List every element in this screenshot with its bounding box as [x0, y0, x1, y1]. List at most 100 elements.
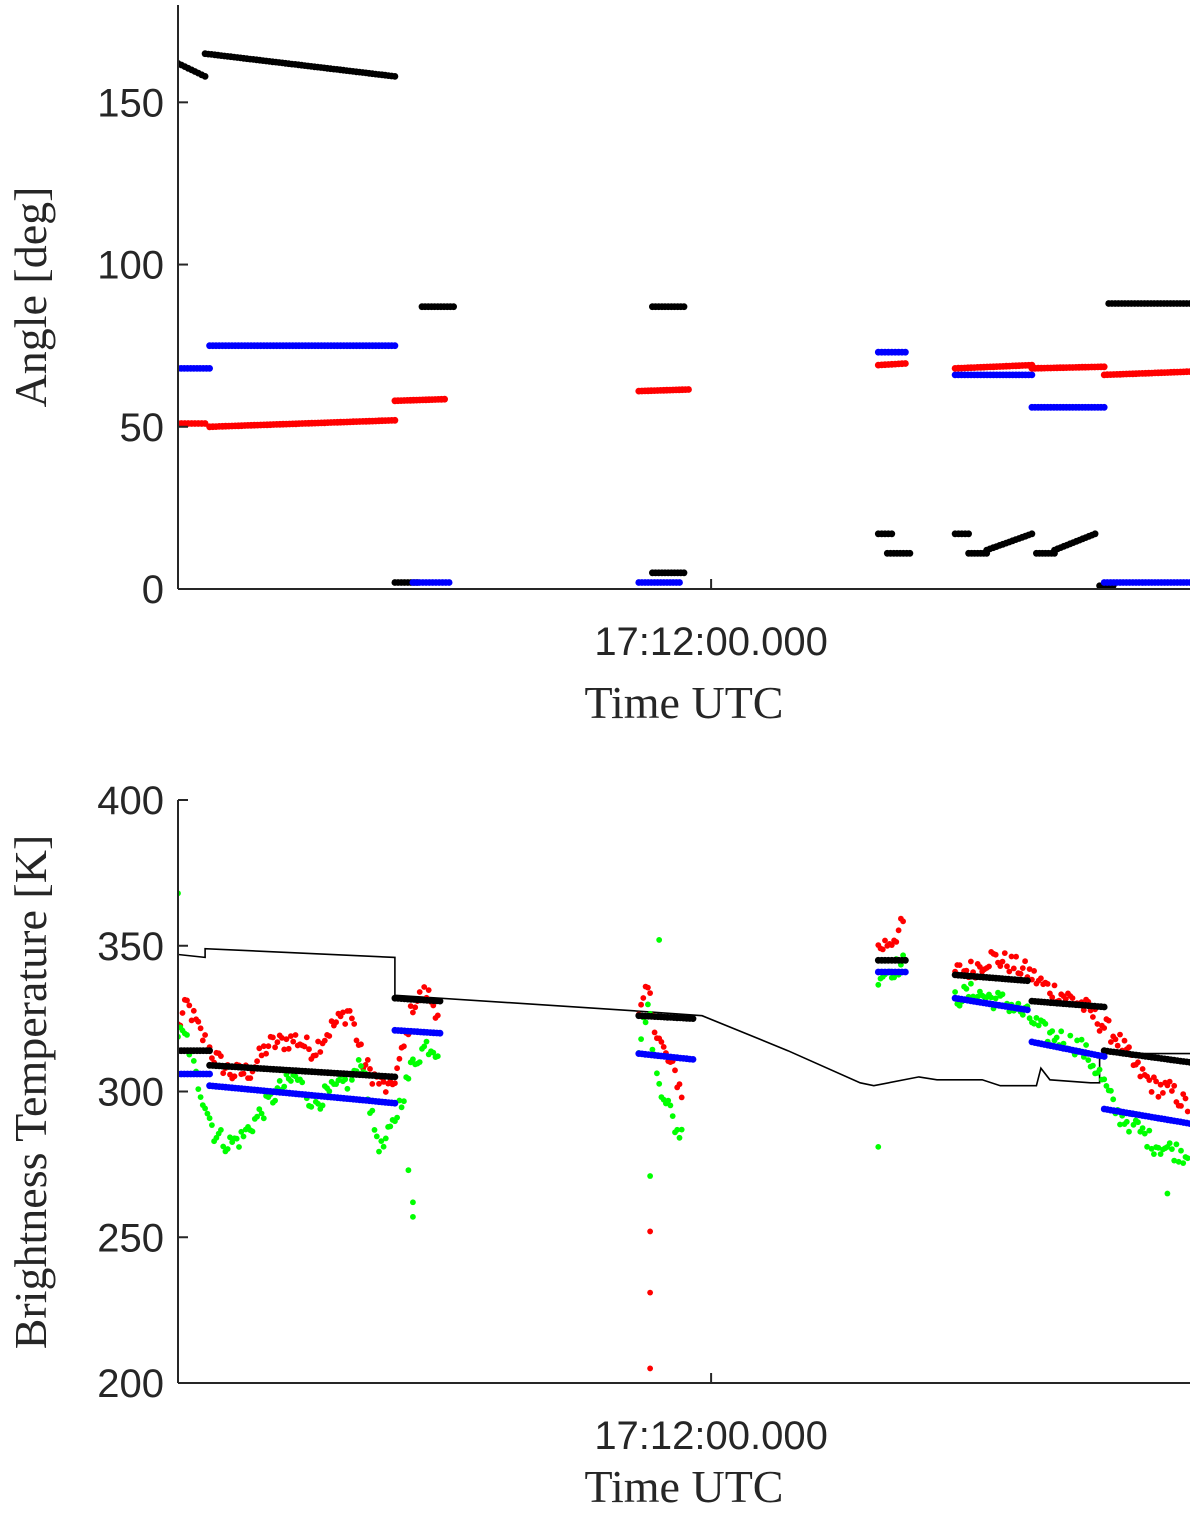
- tb-point-red: [1137, 1073, 1144, 1080]
- tb-point-red: [272, 1044, 278, 1051]
- tb-point-green: [1058, 1028, 1065, 1035]
- tb-point-red: [195, 1018, 202, 1025]
- tb-plot-area: [178, 890, 1190, 1372]
- tb-point-green: [315, 1100, 321, 1107]
- tb-point-red: [651, 1029, 658, 1036]
- tb-point-green: [1117, 1121, 1123, 1128]
- tb-point-red: [396, 1055, 403, 1062]
- tb-point-green: [674, 1126, 681, 1133]
- tb-point-green: [1151, 1151, 1157, 1157]
- tb-point-green: [380, 1143, 387, 1150]
- tb-point-red: [1148, 1089, 1155, 1095]
- tb-point-green: [667, 1102, 674, 1109]
- tb-point-green: [1126, 1128, 1132, 1135]
- tb-point-green: [224, 1146, 231, 1152]
- tb-point-green: [1141, 1130, 1148, 1137]
- tb-point-red: [895, 927, 902, 934]
- tb-point-red: [199, 1037, 206, 1044]
- angle-y-ticks: 0 50 100 150: [97, 81, 188, 612]
- tb-point-green: [260, 1115, 267, 1122]
- angle-point-red: [441, 395, 448, 403]
- tb-point-green: [227, 1134, 233, 1141]
- tb-point-red: [1171, 1082, 1178, 1089]
- tb-reference-line: [178, 947, 1190, 1087]
- tb-point-red: [349, 1015, 355, 1022]
- tb-point-red: [240, 1070, 247, 1077]
- tb-y-tick-label: 250: [97, 1216, 164, 1260]
- tb-point-green: [1144, 1143, 1150, 1150]
- tb-point-green: [344, 1085, 351, 1092]
- tb-point-red: [1026, 966, 1033, 972]
- tb-point-red: [956, 962, 963, 968]
- tb-point-red: [1180, 1091, 1187, 1097]
- tb-point-red: [1139, 1066, 1146, 1072]
- tb-point-green: [421, 1043, 428, 1050]
- tb-point-red: [1101, 1025, 1108, 1031]
- tb-point-black: [902, 956, 909, 964]
- tb-outlier-green: [656, 937, 663, 943]
- tb-point-red: [301, 1043, 308, 1050]
- tb-point-red: [1184, 1108, 1190, 1115]
- tb-point-red: [1135, 1059, 1141, 1066]
- tb-point-green: [319, 1102, 326, 1109]
- tb-point-red: [1051, 982, 1058, 989]
- angle-point-blue: [445, 579, 453, 586]
- tb-point-black: [1186, 1058, 1190, 1066]
- tb-point-green: [974, 993, 981, 1000]
- angle-point-blue: [1028, 371, 1036, 379]
- tb-point-green: [875, 981, 882, 988]
- tb-point-green: [656, 1080, 663, 1087]
- tb-point-red: [312, 1052, 319, 1059]
- tb-point-green: [276, 1078, 283, 1084]
- tb-point-green: [254, 1113, 260, 1120]
- tb-point-red: [977, 964, 983, 970]
- tb-point-red: [1019, 965, 1026, 971]
- angle-y-tick-label: 150: [97, 81, 164, 125]
- tb-point-red: [326, 1033, 333, 1039]
- tb-outlier-green: [647, 1173, 654, 1179]
- tb-point-green: [1053, 1034, 1060, 1041]
- tb-point-red: [1146, 1077, 1153, 1083]
- tb-point-green: [382, 1135, 389, 1142]
- tb-point-red: [1157, 1081, 1164, 1088]
- tb-point-red: [1155, 1093, 1162, 1100]
- angle-x-ticks: 17:12:00.000: [594, 579, 828, 664]
- tb-point-green: [342, 1076, 349, 1083]
- tb-point-black: [1024, 977, 1031, 985]
- tb-point-red: [274, 1039, 281, 1046]
- tb-point-green: [1146, 1127, 1153, 1134]
- tb-point-green: [992, 995, 999, 1002]
- tb-point-green: [256, 1106, 263, 1113]
- tb-point-green: [1184, 1155, 1190, 1162]
- tb-point-green: [206, 1115, 213, 1122]
- tb-point-red: [430, 1002, 437, 1009]
- tb-point-green: [373, 1133, 380, 1140]
- angle-point-black: [680, 569, 688, 577]
- angle-point-black: [965, 530, 972, 538]
- tb-point-green: [308, 1103, 315, 1110]
- tb-point-green: [430, 1049, 437, 1056]
- tb-point-green: [190, 1058, 197, 1064]
- tb-point-red: [434, 1012, 441, 1019]
- tb-point-green: [665, 1097, 672, 1104]
- tb-point-red: [382, 1089, 389, 1095]
- tb-point-red: [380, 1079, 387, 1085]
- tb-point-green: [676, 1134, 683, 1141]
- tb-point-green: [963, 985, 970, 992]
- tb-series-black: [178, 956, 1190, 1081]
- tb-point-green: [410, 1056, 416, 1063]
- tb-point-green: [423, 1038, 430, 1045]
- tb-point-red: [364, 1057, 371, 1063]
- tb-point-red: [638, 1001, 644, 1008]
- tb-point-green: [369, 1107, 376, 1114]
- tb-point-red: [640, 995, 647, 1001]
- tb-point-green: [1148, 1145, 1155, 1152]
- tb-point-green: [233, 1135, 240, 1142]
- angle-y-tick-label: 0: [142, 568, 164, 612]
- angle-point-blue: [1186, 579, 1190, 586]
- tb-point-red: [1038, 975, 1044, 982]
- tb-point-red: [997, 963, 1004, 969]
- tb-point-green: [638, 1036, 644, 1042]
- tb-point-red: [197, 1025, 204, 1032]
- tb-point-red: [270, 1034, 276, 1041]
